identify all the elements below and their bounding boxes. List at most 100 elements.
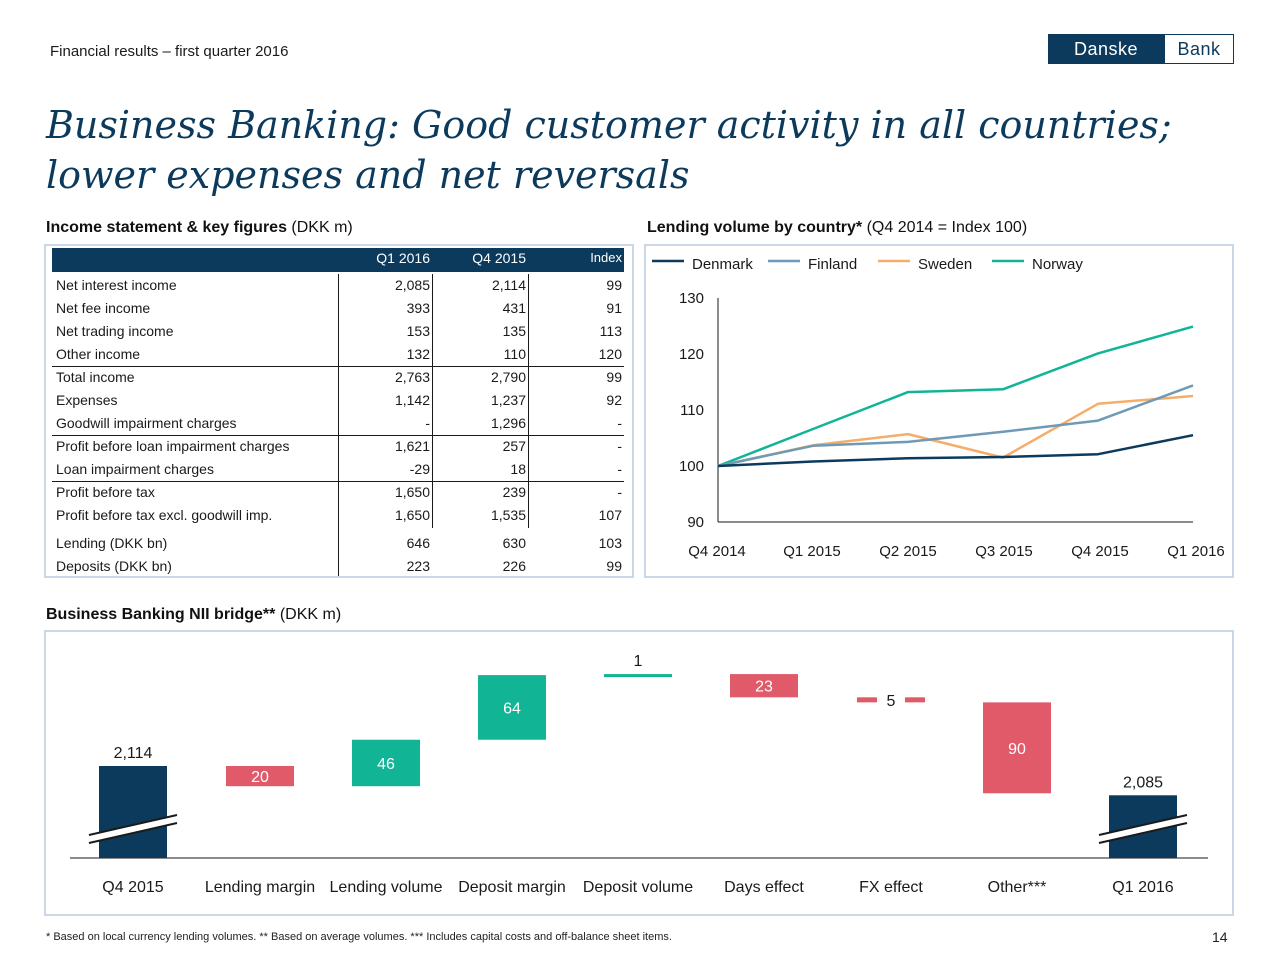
legend-label: Norway xyxy=(1032,256,1083,273)
row-label: Goodwill impairment charges xyxy=(56,415,237,431)
row-divider xyxy=(52,366,624,367)
y-tick-label: 130 xyxy=(679,290,704,307)
table-row: Other income 132 110 120 xyxy=(52,343,624,366)
table-row: Net interest income 2,085 2,114 99 xyxy=(52,274,624,297)
cell-index: - xyxy=(617,438,622,454)
cell-q1-2016: 2,763 xyxy=(394,369,430,385)
lending-heading: Lending volume by country* (Q4 2014 = In… xyxy=(647,219,1027,237)
bar-value-label: 5 xyxy=(887,693,896,710)
cell-q1-2016: 153 xyxy=(406,323,430,339)
bar-value-label: 20 xyxy=(251,769,269,786)
table-row: Loan impairment charges -29 18 - xyxy=(52,458,624,481)
cell-q4-2015: 135 xyxy=(502,323,526,339)
category-label: Other*** xyxy=(988,879,1047,896)
column-divider xyxy=(338,274,339,576)
lending-volume-chart: 90 100 110 120 130 Q4 2014 Q1 2015 Q2 2015 Q3 20… xyxy=(652,256,1225,560)
cell-index: 99 xyxy=(606,558,622,574)
bar-increase xyxy=(478,675,546,740)
category-label: Lending volume xyxy=(330,879,443,896)
cell-q4-2015: 431 xyxy=(502,300,526,316)
y-tick-label: 90 xyxy=(687,514,704,531)
lending-chart-frame xyxy=(644,244,1234,578)
cell-q1-2016: 1,650 xyxy=(394,507,430,523)
x-tick-label: Q1 2015 xyxy=(783,543,841,560)
bar-value-label: 46 xyxy=(377,756,395,773)
income-heading-rest: (DKK m) xyxy=(286,219,353,236)
row-label: Other income xyxy=(56,346,141,362)
label-gap xyxy=(877,693,905,707)
x-tick-label: Q1 2016 xyxy=(1167,543,1225,560)
table-row: Profit before tax 1,650 239 - xyxy=(52,481,624,504)
category-label: Lending margin xyxy=(205,879,315,896)
cell-q4-2015: 1,237 xyxy=(490,392,526,408)
nii-bridge-frame xyxy=(44,630,1234,916)
logo-right-text: Bank xyxy=(1164,34,1234,64)
axis-break-line xyxy=(88,814,178,836)
axis-break-line xyxy=(88,822,178,844)
bridge-heading-bold: Business Banking NII bridge** xyxy=(46,606,276,623)
cell-index: 113 xyxy=(599,323,622,339)
bar-value-label: 90 xyxy=(1008,741,1026,758)
col-header-index: Index xyxy=(590,250,622,265)
row-divider xyxy=(52,481,624,482)
row-divider xyxy=(52,435,624,436)
category-label: Days effect xyxy=(724,879,804,896)
category-label: Q4 2015 xyxy=(102,879,163,896)
legend-label: Finland xyxy=(808,256,857,273)
cell-q4-2015: 110 xyxy=(503,346,526,362)
x-tick-label: Q3 2015 xyxy=(975,543,1033,560)
x-tick-label: Q4 2014 xyxy=(688,543,746,560)
table-row: Deposits (DKK bn) 223 226 99 xyxy=(52,555,624,578)
cell-q1-2016: 393 xyxy=(406,300,430,316)
bar-value-label: 64 xyxy=(503,700,521,717)
cell-q1-2016: 223 xyxy=(406,558,430,574)
cell-q1-2016: 1,621 xyxy=(394,438,430,454)
table-header: Q1 2016 Q4 2015 Index xyxy=(52,248,624,272)
axis-break-line xyxy=(1098,814,1188,836)
cell-index: 99 xyxy=(606,369,622,385)
row-label: Total income xyxy=(56,369,135,385)
table-row: Lending (DKK bn) 646 630 103 xyxy=(52,532,624,555)
bar-value-label: 2,114 xyxy=(114,745,153,762)
series-line-denmark xyxy=(717,433,1194,468)
page-number: 14 xyxy=(1212,929,1228,945)
cell-index: 120 xyxy=(598,346,622,362)
bar-total xyxy=(99,766,167,858)
cell-q1-2016: - xyxy=(425,415,430,431)
y-tick-label: 120 xyxy=(679,346,704,363)
bar-value-label: 2,085 xyxy=(1123,774,1163,791)
legend-label: Sweden xyxy=(918,256,972,273)
row-label: Net trading income xyxy=(56,323,174,339)
cell-q1-2016: 646 xyxy=(406,535,430,551)
legend-label: Denmark xyxy=(692,256,753,273)
axis-break xyxy=(89,815,177,843)
cell-q1-2016: 2,085 xyxy=(394,277,430,293)
bar-decrease xyxy=(730,674,798,698)
slide-title-line2: lower expenses and net reversals xyxy=(46,153,690,197)
footnote: * Based on local currency lending volume… xyxy=(46,931,672,943)
category-label: Deposit margin xyxy=(458,879,566,896)
x-tick-label: Q2 2015 xyxy=(879,543,937,560)
lending-heading-bold: Lending volume by country* xyxy=(647,219,863,236)
cell-index: 99 xyxy=(606,277,622,293)
cell-q4-2015: 18 xyxy=(510,461,526,477)
table-row: Profit before tax excl. goodwill imp. 1,6… xyxy=(52,504,624,527)
y-tick-label: 110 xyxy=(680,402,704,419)
bridge-heading: Business Banking NII bridge** (DKK m) xyxy=(46,606,341,624)
cell-index: - xyxy=(617,484,622,500)
row-label: Profit before tax excl. goodwill imp. xyxy=(56,507,273,523)
nii-bridge-chart: 2,114 Q4 2015 20 Lending margin 46 Lending vo… xyxy=(70,653,1208,896)
income-statement-table: Q1 2016 Q4 2015 Index Net interest incom… xyxy=(44,244,634,578)
bar-increase xyxy=(604,674,672,678)
axis-break xyxy=(1099,815,1187,843)
col-header-q4-2015: Q4 2015 xyxy=(472,250,526,266)
cell-index: 103 xyxy=(598,535,622,551)
table-row: Profit before loan impairment charges 1,6… xyxy=(52,435,624,458)
category-label: FX effect xyxy=(859,879,923,896)
y-tick-label: 100 xyxy=(679,458,704,475)
cell-index: - xyxy=(617,461,622,477)
bar-decrease xyxy=(983,702,1051,794)
bar-decrease xyxy=(226,766,294,787)
category-label: Q1 2016 xyxy=(1112,879,1173,896)
cell-q4-2015: 630 xyxy=(502,535,526,551)
